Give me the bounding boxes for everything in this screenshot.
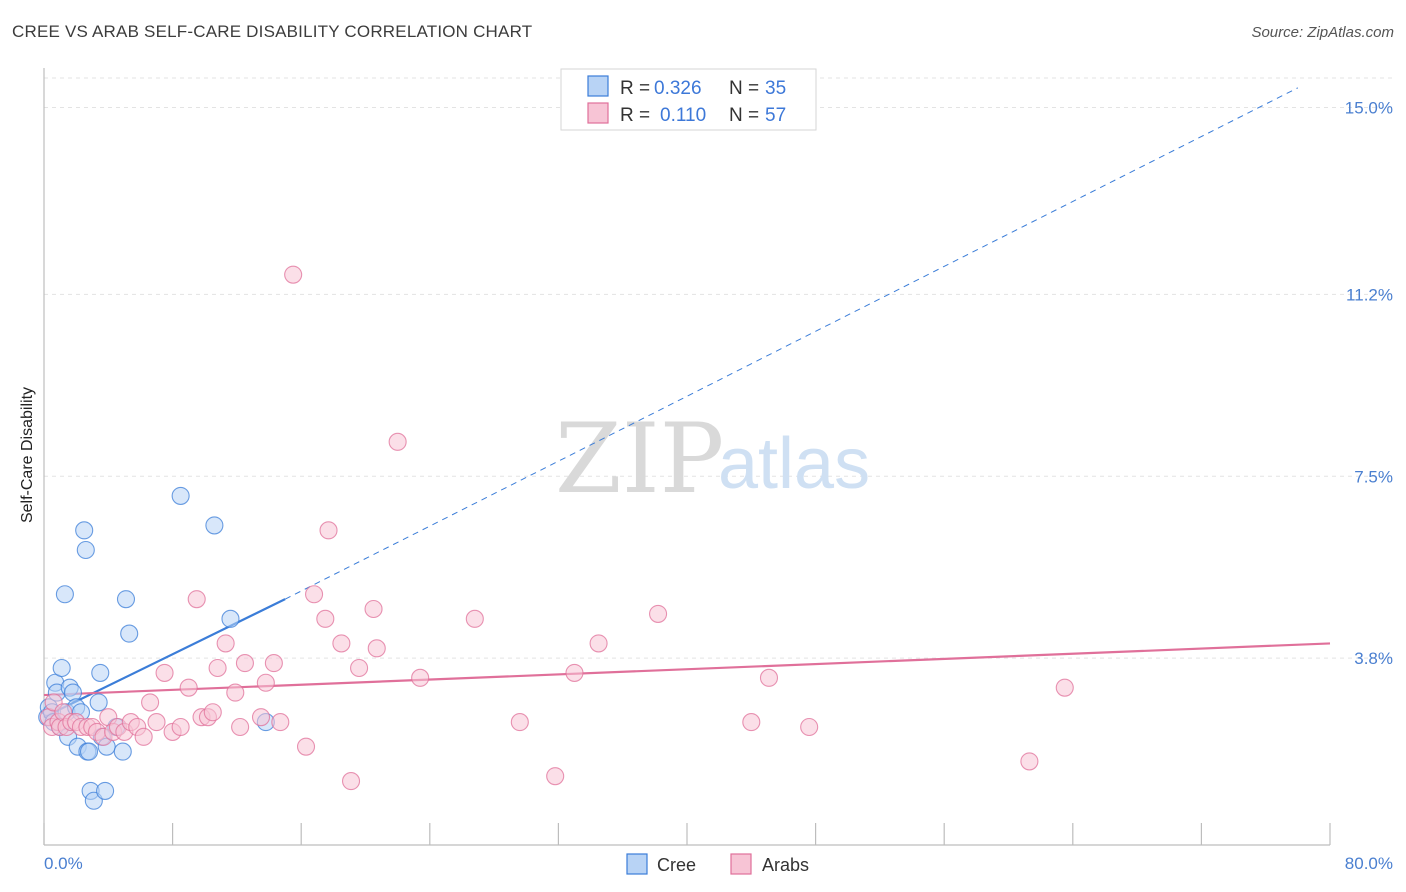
cree-point [89, 693, 108, 712]
chart-source: Source: ZipAtlas.com [1251, 24, 1394, 41]
arabs-point [296, 737, 316, 756]
arabs-point [465, 609, 484, 628]
arabs-point [284, 265, 303, 284]
cree-point [55, 585, 74, 604]
arabs-point [231, 717, 250, 737]
arabs-point [216, 634, 235, 653]
arabs-point [155, 663, 174, 682]
arabs-point [1055, 678, 1074, 697]
legend-arabs-n-label: N = [729, 105, 759, 126]
cree-point [120, 624, 139, 643]
arabs-point [332, 634, 351, 653]
cree-point [91, 663, 110, 682]
legend-cree-r-value: 0.326 [654, 78, 702, 99]
arabs-point [350, 658, 369, 678]
legend-cree-n-label: N = [729, 78, 759, 99]
bottom-legend: Cree Arabs [626, 853, 809, 875]
arabs-point [341, 772, 361, 791]
chart-title: CREE VS ARAB SELF-CARE DISABILITY CORREL… [12, 22, 533, 41]
arabs-point [1020, 752, 1039, 771]
cree-point [96, 781, 115, 800]
arabs-point [179, 678, 198, 697]
arabs-point [759, 668, 779, 687]
arabs-point [271, 713, 290, 732]
cree-point [63, 683, 82, 702]
arabs-point [367, 639, 386, 658]
legend-arabs-r-value: 0.110 [660, 105, 706, 126]
arabs-point [546, 767, 565, 786]
arabs-point [141, 693, 160, 712]
x-tick-label-min: 0.0% [44, 854, 83, 873]
bottom-legend-cree-swatch [626, 853, 648, 875]
arabs-point [305, 585, 324, 604]
legend-cree-n-value: 35 [765, 78, 786, 99]
arabs-point [589, 634, 608, 653]
arabs-point [171, 717, 190, 737]
legend-arabs-n-value: 57 [765, 105, 786, 126]
legend-arabs-swatch [587, 102, 609, 124]
arabs-point [203, 703, 222, 722]
y-tick-label: 15.0% [1345, 99, 1393, 118]
legend-cree-swatch [587, 75, 609, 97]
arabs-point [319, 521, 338, 540]
legend-arabs-r-label: R = [620, 105, 650, 126]
legend-cree-r-label: R = [620, 78, 650, 99]
y-tick-label: 3.8% [1354, 649, 1393, 668]
arabs-point [388, 432, 407, 451]
cree-point [221, 609, 240, 628]
cree-point [171, 486, 190, 505]
y-tick-label: 7.5% [1354, 467, 1393, 486]
arabs-point [226, 683, 245, 702]
cree-point [75, 521, 94, 540]
arabs-point [649, 604, 668, 623]
arabs-point [235, 654, 254, 673]
arabs-point [208, 658, 227, 678]
watermark-atlas: atlas [718, 424, 870, 504]
cree-trend-line-extension [284, 87, 1299, 600]
bottom-legend-arabs-label: Arabs [762, 855, 809, 875]
arabs-point [316, 609, 335, 628]
arabs-point [251, 708, 271, 727]
cree-point [113, 742, 132, 761]
x-tick-labels: 0.0% 80.0% [44, 854, 1393, 873]
watermark-zip: ZIP [555, 403, 724, 515]
arabs-point [256, 673, 275, 692]
arabs-point [411, 668, 430, 687]
arabs-point [364, 599, 383, 619]
x-tick-label-max: 80.0% [1345, 854, 1393, 873]
cree-point [79, 742, 99, 761]
data-points [38, 265, 1074, 810]
bottom-legend-arabs-swatch [730, 853, 752, 875]
watermark: ZIP atlas [555, 403, 870, 515]
cree-point [116, 590, 136, 609]
bottom-legend-cree-label: Cree [657, 855, 696, 875]
arabs-point [742, 713, 761, 732]
arabs-point [800, 717, 819, 737]
arabs-point [134, 727, 153, 746]
arabs-point [187, 590, 206, 609]
cree-point [205, 516, 224, 535]
cree-point [76, 540, 95, 560]
cree-trend-line [43, 598, 286, 719]
axes [43, 68, 1331, 846]
arabs-point [510, 713, 529, 732]
arabs-point [147, 713, 166, 732]
grid-lines [44, 77, 1395, 659]
arabs-point [264, 654, 283, 673]
y-tick-label: 11.2% [1346, 285, 1393, 304]
y-tick-labels: 3.8% 7.5% 11.2% 15.0% [1345, 99, 1393, 669]
arabs-point [565, 663, 584, 682]
legend-box: R = 0.326 N = 35 R = 0.110 N = 57 [560, 68, 817, 131]
cree-point [52, 658, 71, 678]
